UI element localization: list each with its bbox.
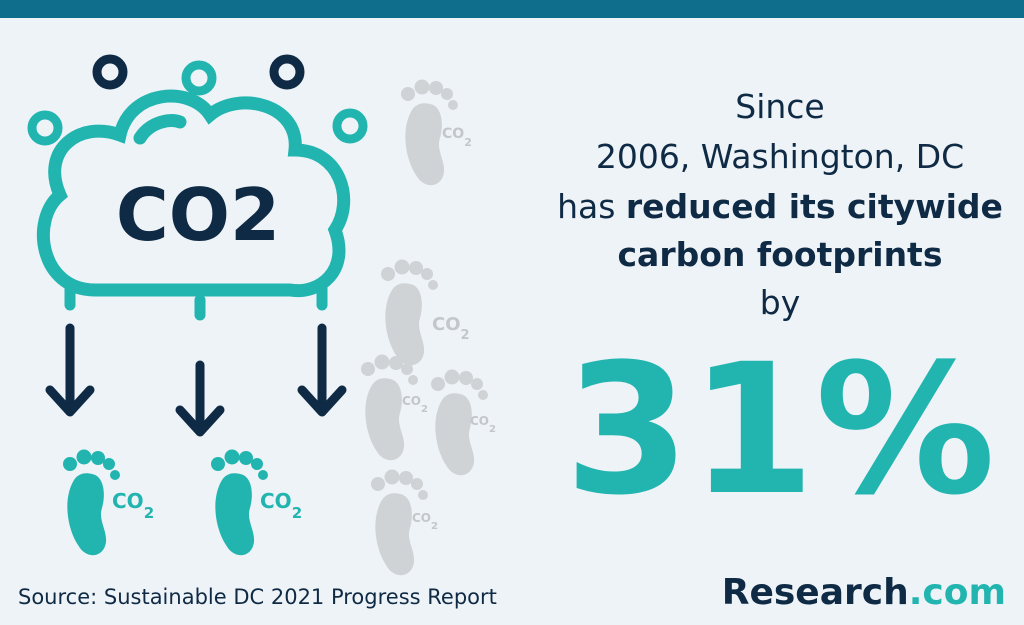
arrows bbox=[45, 323, 347, 437]
headline-figure: 31% bbox=[565, 326, 996, 535]
footprint-label: CO2 bbox=[442, 126, 472, 149]
footprint-label: CO2 bbox=[412, 511, 438, 532]
statement-line: Since bbox=[735, 87, 824, 126]
statement-line: carbon footprints bbox=[618, 235, 943, 274]
statement: Since 2006, Washington, DC has reduced i… bbox=[557, 87, 1003, 322]
footprint-labels: CO2 CO2 CO2 CO2 CO2 CO2 CO2 bbox=[112, 126, 496, 532]
footprint-label: CO2 bbox=[432, 314, 470, 343]
footprint-label: CO2 bbox=[260, 489, 302, 522]
logo: Research.com bbox=[722, 572, 1006, 613]
footprint-label: CO2 bbox=[112, 489, 154, 522]
statement-line: 2006, Washington, DC bbox=[596, 137, 964, 176]
top-bar bbox=[0, 0, 1024, 18]
statement-line: has reduced its citywide bbox=[557, 187, 1003, 226]
icon-circles bbox=[27, 54, 368, 146]
footprint-label: CO2 bbox=[470, 414, 496, 435]
source: Source: Sustainable DC 2021 Progress Rep… bbox=[18, 585, 497, 609]
cloud bbox=[36, 89, 351, 298]
drips bbox=[64, 282, 328, 321]
statement-line: by bbox=[760, 283, 800, 322]
cloud-label: CO2 bbox=[116, 173, 280, 257]
footprint-label: CO2 bbox=[402, 394, 428, 415]
